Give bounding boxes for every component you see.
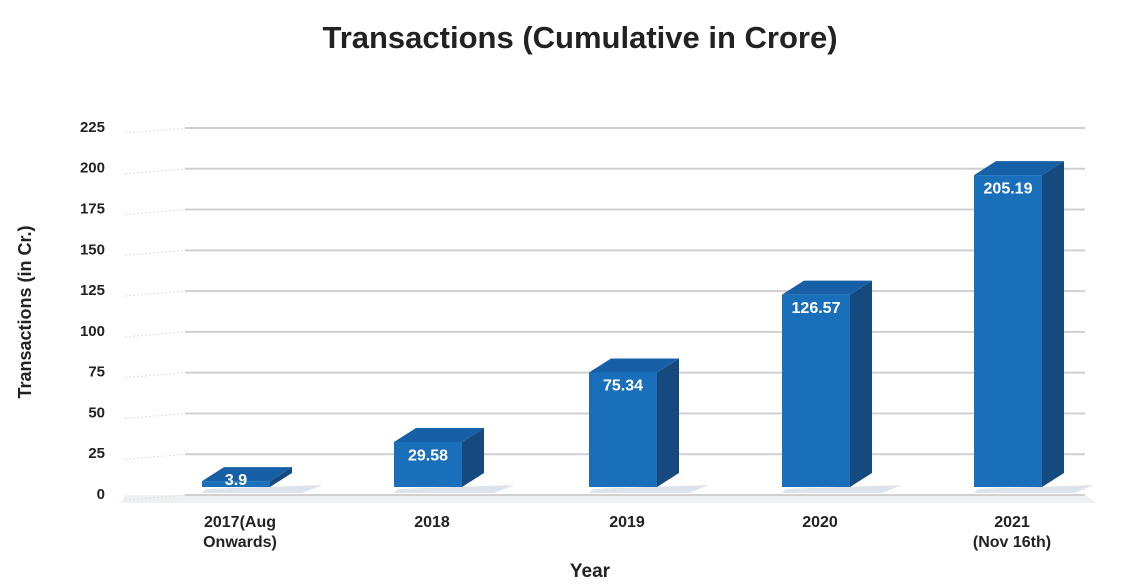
grid-perspective [124, 168, 186, 175]
y-tick-label: 125 [80, 282, 105, 299]
bar-shadow [782, 485, 902, 493]
bar-top [974, 161, 1064, 176]
value-label: 3.9 [225, 472, 247, 489]
y-tick-label: 100 [80, 323, 105, 340]
bar [394, 428, 514, 493]
y-tick-label: 150 [80, 241, 105, 258]
bar-side [270, 467, 292, 487]
grid-perspective [124, 372, 186, 379]
y-tick-label: 25 [88, 445, 105, 462]
bar-front [394, 442, 462, 487]
floor [121, 495, 1097, 503]
x-tick-label: 2017(Aug Onwards) [203, 514, 277, 551]
value-label: 29.58 [408, 447, 448, 464]
value-label: 75.34 [603, 378, 643, 395]
bar-front [589, 372, 657, 487]
y-tick-label: 200 [80, 160, 105, 177]
grid-perspective [124, 249, 186, 256]
bar-top [589, 358, 679, 373]
bar-side [462, 428, 484, 487]
x-tick-label: 2021 (Nov 16th) [972, 514, 1052, 551]
bar-side [657, 358, 679, 487]
bar-front [974, 175, 1042, 487]
bar-front [202, 481, 270, 487]
bar-shadow [394, 485, 514, 493]
bar-shadow [202, 485, 322, 493]
bar-shadow [589, 485, 709, 493]
bar-shadow [974, 485, 1094, 493]
bar-side [850, 280, 872, 487]
grid-perspective [124, 412, 186, 419]
y-axis-label: Transactions (in Cr.) [15, 225, 35, 398]
bar-top [394, 428, 484, 443]
bar [202, 467, 322, 493]
bar-side [1042, 161, 1064, 487]
x-tick-label: 2020 [802, 514, 838, 531]
grid-perspective [124, 290, 186, 297]
chart-title: Transactions (Cumulative in Crore) [322, 20, 837, 55]
bar [782, 280, 902, 493]
y-tick-label: 0 [97, 486, 105, 503]
y-tick-label: 175 [80, 201, 105, 218]
bar-front [782, 294, 850, 487]
grid-perspective [124, 127, 186, 134]
grid-perspective [124, 331, 186, 338]
grid-perspective [124, 209, 186, 216]
grid-perspective [124, 453, 186, 460]
y-tick-label: 75 [88, 364, 105, 381]
x-tick-label: 2018 [414, 514, 450, 531]
bar-top [782, 280, 872, 295]
value-label: 205.19 [984, 180, 1033, 197]
bar [974, 161, 1094, 493]
bar [589, 358, 709, 493]
value-label: 126.57 [792, 300, 841, 317]
x-axis-label: Year [570, 561, 611, 582]
x-tick-label: 2019 [609, 514, 645, 531]
bar-top [202, 467, 292, 482]
y-tick-label: 225 [80, 119, 105, 136]
y-tick-label: 50 [88, 404, 105, 421]
